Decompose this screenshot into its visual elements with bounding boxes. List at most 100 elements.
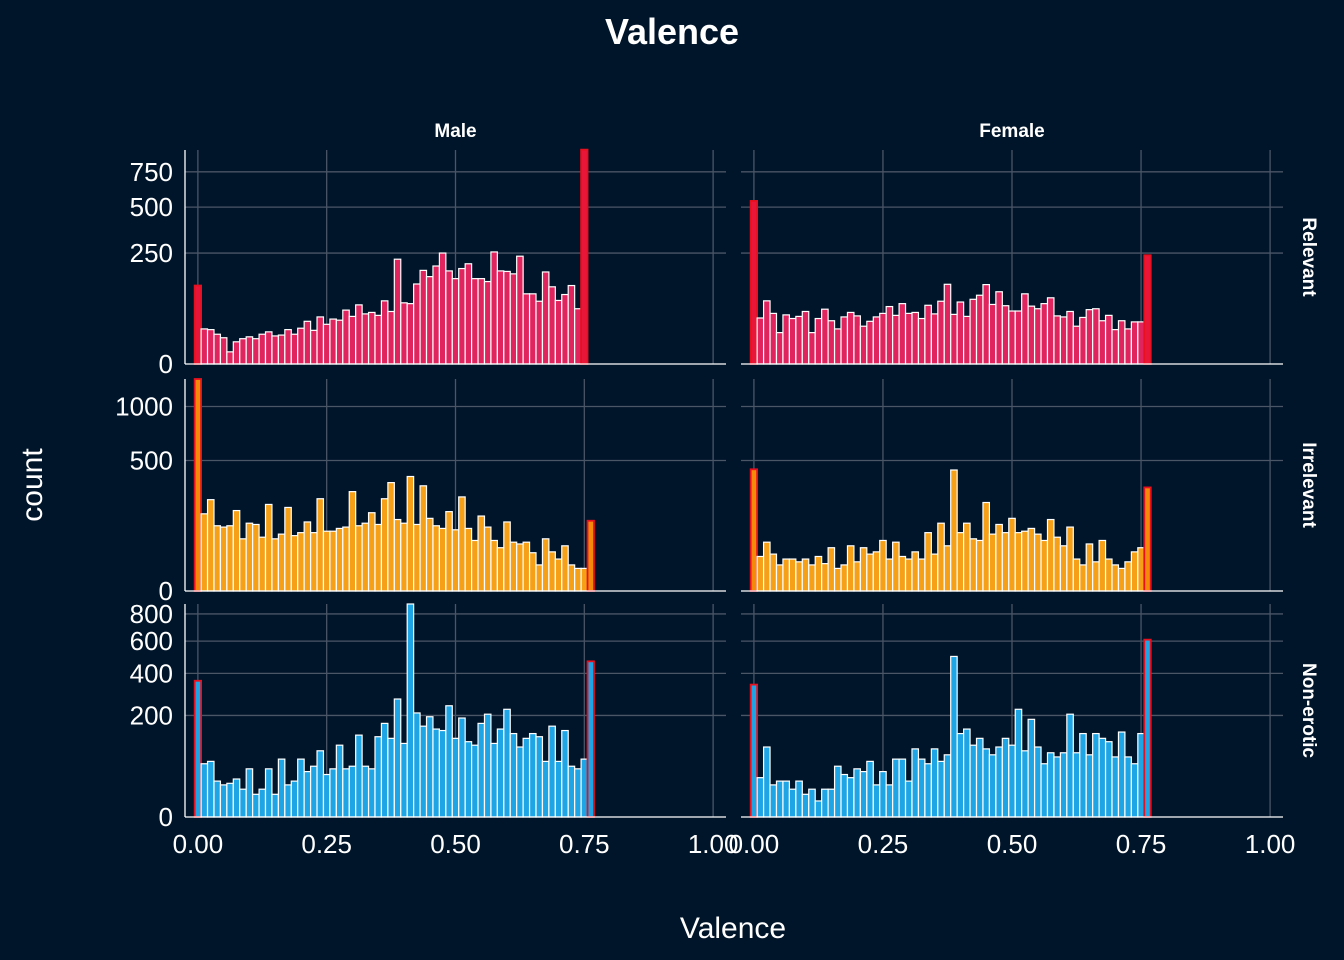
histogram-bar bbox=[206, 499, 215, 592]
histogram-bar bbox=[782, 314, 790, 365]
histogram-bar bbox=[458, 717, 466, 818]
histogram-bar bbox=[1072, 752, 1081, 818]
histogram-bar bbox=[1027, 305, 1036, 365]
histogram-bar bbox=[1111, 564, 1120, 592]
histogram-bar bbox=[264, 768, 273, 818]
histogram-bar bbox=[490, 251, 498, 365]
histogram-bar bbox=[277, 533, 286, 592]
histogram-bar bbox=[827, 547, 836, 592]
histogram-bar bbox=[477, 722, 486, 818]
histogram-bar bbox=[516, 543, 524, 592]
histogram-bar bbox=[1137, 321, 1145, 365]
histogram-bar bbox=[1130, 763, 1139, 818]
histogram-bar bbox=[937, 760, 945, 818]
histogram-bar bbox=[374, 736, 383, 818]
histogram-bar bbox=[316, 498, 325, 592]
histogram-bar bbox=[963, 315, 971, 365]
y-tick-label: 500 bbox=[130, 446, 173, 476]
histogram-bar bbox=[445, 705, 453, 818]
histogram-bar bbox=[917, 758, 926, 818]
histogram-bar bbox=[988, 533, 997, 592]
histogram-bar bbox=[988, 754, 997, 818]
histogram-bar bbox=[406, 603, 415, 818]
histogram-bar bbox=[821, 308, 829, 365]
histogram-bar bbox=[483, 526, 492, 592]
histogram-bar bbox=[322, 530, 331, 592]
histogram-bar bbox=[846, 311, 855, 365]
histogram-bar bbox=[879, 312, 887, 365]
histogram-bar bbox=[374, 523, 383, 592]
histogram-bar bbox=[1021, 530, 1029, 592]
histogram-bar bbox=[1079, 564, 1087, 592]
histogram-bar bbox=[956, 732, 965, 818]
histogram-bar bbox=[846, 545, 855, 592]
y-tick-label: 750 bbox=[130, 157, 173, 187]
histogram-bar bbox=[239, 538, 247, 592]
histogram-bar bbox=[329, 530, 337, 592]
histogram-bar bbox=[859, 325, 868, 365]
histogram-bar bbox=[911, 748, 920, 818]
histogram-bar bbox=[342, 309, 350, 365]
histogram-bar bbox=[541, 271, 550, 365]
histogram-bar bbox=[277, 758, 286, 818]
histogram-bar bbox=[1111, 329, 1120, 365]
histogram-bar bbox=[1104, 741, 1113, 818]
histogram-bar bbox=[1040, 303, 1049, 365]
histogram-bar bbox=[297, 532, 305, 592]
histogram-bar bbox=[374, 314, 383, 365]
histogram-bar bbox=[1137, 732, 1145, 818]
histogram-bar bbox=[580, 567, 589, 592]
histogram-bar bbox=[1027, 718, 1036, 818]
histogram-bar bbox=[419, 269, 428, 365]
histogram-bar bbox=[1021, 750, 1029, 818]
histogram-bar bbox=[464, 741, 473, 818]
histogram-bar bbox=[924, 763, 932, 818]
histogram-bar bbox=[975, 737, 984, 818]
x-tick-label: 1.00 bbox=[688, 829, 739, 859]
histogram-bar bbox=[335, 744, 344, 818]
histogram-bar bbox=[943, 545, 952, 592]
histogram-bar bbox=[788, 558, 797, 592]
histogram-bar bbox=[206, 329, 215, 365]
histogram-bar bbox=[471, 278, 479, 365]
histogram-bar bbox=[309, 765, 318, 818]
histogram-bar bbox=[413, 283, 421, 365]
histogram-bar bbox=[762, 541, 771, 592]
histogram-bar bbox=[975, 539, 984, 592]
histogram-bar bbox=[982, 748, 991, 818]
panel-irrelevant-male: 0 500 1000 bbox=[115, 378, 726, 606]
histogram-bar bbox=[924, 304, 932, 365]
y-tick-label: 250 bbox=[130, 238, 173, 268]
histogram-bar bbox=[528, 552, 537, 592]
histogram-bar bbox=[749, 683, 759, 818]
histogram-bar bbox=[795, 561, 803, 592]
histogram-bar bbox=[808, 564, 816, 592]
histogram-bar bbox=[541, 760, 550, 818]
histogram-bar bbox=[561, 293, 569, 365]
histogram-bar bbox=[879, 539, 887, 592]
histogram-bar bbox=[490, 539, 498, 592]
histogram-bar bbox=[1040, 763, 1049, 818]
histogram-bar bbox=[219, 337, 228, 365]
histogram-bar bbox=[969, 538, 978, 592]
histogram-bar bbox=[1079, 316, 1087, 365]
histogram-bar bbox=[1098, 320, 1107, 365]
histogram-bar bbox=[252, 338, 260, 365]
histogram-bar bbox=[309, 532, 318, 592]
histogram-bar bbox=[226, 525, 234, 592]
histogram-bar bbox=[425, 716, 434, 818]
histogram-bar bbox=[400, 522, 408, 592]
histogram-bar bbox=[988, 303, 997, 365]
histogram-bar bbox=[853, 315, 861, 365]
histogram-bar bbox=[367, 311, 376, 365]
panels-layer: Male Female Relevant Irrelevant Non-erotic 0 2… bbox=[115, 121, 1319, 859]
histogram-bar bbox=[335, 319, 344, 365]
histogram-bar bbox=[567, 564, 576, 592]
histogram-bar bbox=[258, 536, 267, 592]
histogram-bar bbox=[762, 746, 771, 818]
histogram-bar bbox=[509, 273, 518, 365]
histogram-bar bbox=[1143, 254, 1152, 365]
histogram-bar bbox=[917, 317, 926, 365]
histogram-bar bbox=[503, 270, 511, 365]
